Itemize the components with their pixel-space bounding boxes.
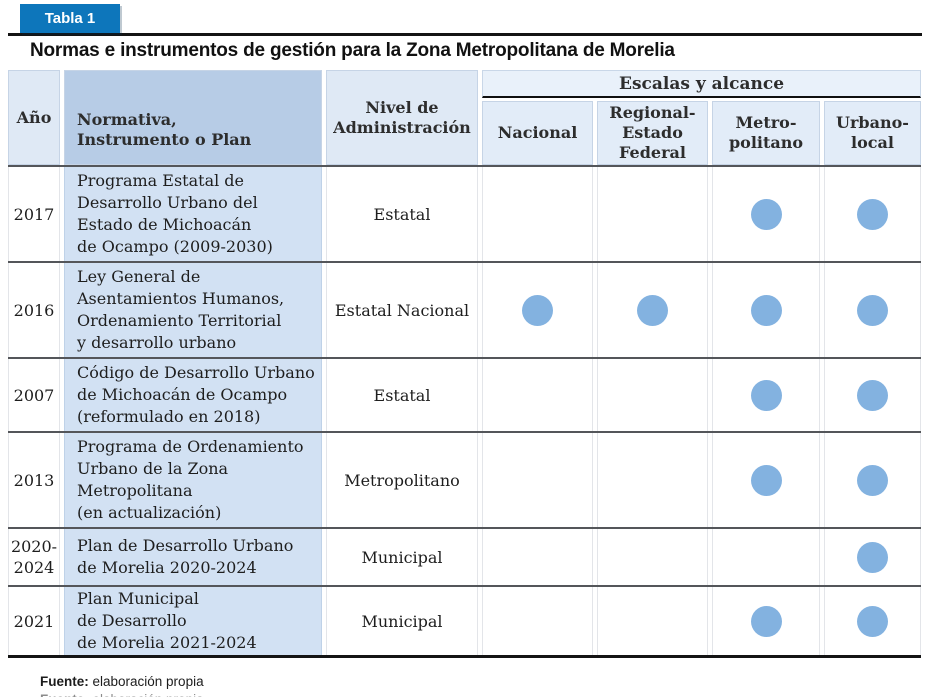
table-row: 2017 Programa Estatal de Desarrollo Urba… <box>8 165 921 261</box>
instrument-cell: Programa de Ordenamiento Urbano de la Zo… <box>64 433 322 527</box>
header-scale-regional: Regional- Estado Federal <box>597 101 708 165</box>
table-row: 2021 Plan Municipal de Desarrollo de Mor… <box>8 585 921 655</box>
table-number-badge: Tabla 1 <box>20 4 120 33</box>
coverage-dot <box>750 379 782 411</box>
scale-cell-metropolitano <box>712 359 820 431</box>
scale-cell-regional <box>597 529 708 585</box>
scale-cell-nacional <box>482 529 593 585</box>
scale-cell-nacional <box>482 359 593 431</box>
admin-level-cell: Estatal <box>326 167 478 261</box>
coverage-dot <box>522 294 553 326</box>
header-year: Año <box>8 70 60 165</box>
scale-cell-nacional <box>482 433 593 527</box>
header-admin-level: Nivel de Administración <box>326 70 478 165</box>
coverage-dot <box>750 605 782 637</box>
source-label: Fuente: <box>40 674 89 689</box>
scale-cell-regional <box>597 167 708 261</box>
normas-table: Año Normativa, Instrumento o Plan Nivel … <box>8 70 921 658</box>
year-cell: 2013 <box>8 433 60 527</box>
coverage-dot <box>637 294 668 326</box>
scale-cell-metropolitano <box>712 433 820 527</box>
table-header: Año Normativa, Instrumento o Plan Nivel … <box>8 70 921 165</box>
year-cell: 2007 <box>8 359 60 431</box>
table-row: 2016 Ley General de Asentamientos Humano… <box>8 261 921 357</box>
coverage-dot <box>750 198 782 230</box>
scale-cell-regional <box>597 433 708 527</box>
scale-cell-regional <box>597 359 708 431</box>
scale-cell-urbano <box>824 167 921 261</box>
coverage-dot <box>857 198 888 230</box>
coverage-dot <box>750 294 782 326</box>
scale-cell-nacional <box>482 263 593 357</box>
instrument-cell: Programa Estatal de Desarrollo Urbano de… <box>64 167 322 261</box>
instrument-cell: Ley General de Asentamientos Humanos, Or… <box>64 263 322 357</box>
scale-cell-nacional <box>482 587 593 655</box>
header-scale-nacional: Nacional <box>482 101 593 165</box>
coverage-dot <box>857 379 888 411</box>
top-rule <box>8 33 922 36</box>
scale-cell-urbano <box>824 263 921 357</box>
source-note: Fuente: elaboración propia <box>40 674 204 689</box>
scale-cell-regional <box>597 263 708 357</box>
scale-cell-urbano <box>824 433 921 527</box>
coverage-dot <box>857 464 888 496</box>
coverage-dot <box>857 605 888 637</box>
scale-cell-metropolitano <box>712 263 820 357</box>
table-row: 2007 Código de Desarrollo Urbano de Mich… <box>8 357 921 431</box>
year-cell: 2021 <box>8 587 60 655</box>
year-cell: 2020-2024 <box>8 529 60 585</box>
admin-level-cell: Metropolitano <box>326 433 478 527</box>
coverage-dot <box>857 294 888 326</box>
bottom-rule <box>8 655 921 658</box>
header-scale-metropolitano: Metro- politano <box>712 101 820 165</box>
table-number-label: Tabla 1 <box>44 10 96 27</box>
header-instrument: Normativa, Instrumento o Plan <box>64 70 322 165</box>
scale-cell-metropolitano <box>712 529 820 585</box>
source-text: elaboración propia <box>88 674 204 689</box>
year-cell: 2016 <box>8 263 60 357</box>
coverage-dot <box>750 464 782 496</box>
header-scales-group: Escalas y alcance <box>482 70 921 98</box>
scale-cell-urbano <box>824 529 921 585</box>
admin-level-cell: Municipal <box>326 529 478 585</box>
table-title: Normas e instrumentos de gestión para la… <box>30 40 675 61</box>
instrument-cell: Plan de Desarrollo Urbano de Morelia 202… <box>64 529 322 585</box>
admin-level-cell: Estatal <box>326 359 478 431</box>
scale-cell-nacional <box>482 167 593 261</box>
instrument-cell: Plan Municipal de Desarrollo de Morelia … <box>64 587 322 655</box>
scale-cell-urbano <box>824 359 921 431</box>
scale-cell-regional <box>597 587 708 655</box>
scale-cell-metropolitano <box>712 587 820 655</box>
clipped-source-note: Fuente: elaboración propia <box>40 692 204 697</box>
scale-cell-urbano <box>824 587 921 655</box>
admin-level-cell: Estatal Nacional <box>326 263 478 357</box>
table-row: 2020-2024 Plan de Desarrollo Urbano de M… <box>8 527 921 585</box>
admin-level-cell: Municipal <box>326 587 478 655</box>
year-cell: 2017 <box>8 167 60 261</box>
coverage-dot <box>857 541 888 573</box>
table-row: 2013 Programa de Ordenamiento Urbano de … <box>8 431 921 527</box>
header-scale-urbano: Urbano- local <box>824 101 921 165</box>
instrument-cell: Código de Desarrollo Urbano de Michoacán… <box>64 359 322 431</box>
scale-cell-metropolitano <box>712 167 820 261</box>
